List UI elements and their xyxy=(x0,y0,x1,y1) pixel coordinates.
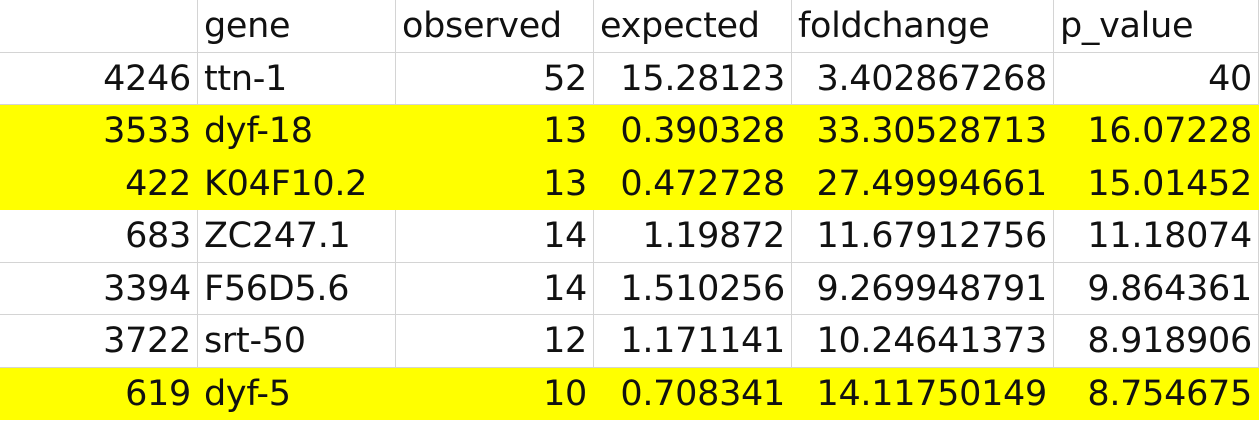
cell-gene[interactable]: srt-50 xyxy=(198,315,396,368)
cell-expected[interactable]: 15.28123 xyxy=(594,52,792,105)
header-cell-foldchange[interactable]: foldchange xyxy=(792,0,1054,53)
cell-expected[interactable]: 0.708341 xyxy=(594,367,792,420)
cell-expected[interactable]: 1.510256 xyxy=(594,262,792,315)
cell-gene[interactable]: K04F10.2 xyxy=(198,157,396,210)
header-cell-expected[interactable]: expected xyxy=(594,0,792,53)
cell-p-value[interactable]: 16.07228 xyxy=(1054,105,1259,158)
cell-foldchange[interactable]: 11.67912756 xyxy=(792,210,1054,263)
cell-index[interactable]: 4246 xyxy=(0,52,198,105)
header-cell-index[interactable] xyxy=(0,0,198,53)
cell-gene[interactable]: F56D5.6 xyxy=(198,262,396,315)
header-cell-p-value[interactable]: p_value xyxy=(1054,0,1259,53)
cell-p-value[interactable]: 9.864361 xyxy=(1054,262,1259,315)
cell-p-value[interactable]: 15.01452 xyxy=(1054,157,1259,210)
cell-observed[interactable]: 10 xyxy=(396,367,594,420)
cell-foldchange[interactable]: 27.49994661 xyxy=(792,157,1054,210)
cell-index[interactable]: 683 xyxy=(0,210,198,263)
cell-gene[interactable]: ttn-1 xyxy=(198,52,396,105)
header-cell-gene[interactable]: gene xyxy=(198,0,396,53)
cell-p-value[interactable]: 11.18074 xyxy=(1054,210,1259,263)
cell-gene[interactable]: dyf-5 xyxy=(198,367,396,420)
cell-gene[interactable]: dyf-18 xyxy=(198,105,396,158)
cell-observed[interactable]: 13 xyxy=(396,105,594,158)
cell-p-value[interactable]: 40 xyxy=(1054,52,1259,105)
cell-index[interactable]: 422 xyxy=(0,157,198,210)
cell-foldchange[interactable]: 33.30528713 xyxy=(792,105,1054,158)
cell-foldchange[interactable]: 3.402867268 xyxy=(792,52,1054,105)
cell-observed[interactable]: 13 xyxy=(396,157,594,210)
cell-expected[interactable]: 0.390328 xyxy=(594,105,792,158)
cell-observed[interactable]: 14 xyxy=(396,210,594,263)
header-cell-observed[interactable]: observed xyxy=(396,0,594,53)
cell-p-value[interactable]: 8.918906 xyxy=(1054,315,1259,368)
cell-foldchange[interactable]: 10.24641373 xyxy=(792,315,1054,368)
cell-expected[interactable]: 0.472728 xyxy=(594,157,792,210)
cell-foldchange[interactable]: 14.11750149 xyxy=(792,367,1054,420)
cell-observed[interactable]: 12 xyxy=(396,315,594,368)
cell-index[interactable]: 619 xyxy=(0,367,198,420)
cell-foldchange[interactable]: 9.269948791 xyxy=(792,262,1054,315)
cell-p-value[interactable]: 8.754675 xyxy=(1054,367,1259,420)
cell-index[interactable]: 3533 xyxy=(0,105,198,158)
cell-observed[interactable]: 14 xyxy=(396,262,594,315)
cell-expected[interactable]: 1.171141 xyxy=(594,315,792,368)
cell-expected[interactable]: 1.19872 xyxy=(594,210,792,263)
cell-index[interactable]: 3722 xyxy=(0,315,198,368)
cell-gene[interactable]: ZC247.1 xyxy=(198,210,396,263)
cell-index[interactable]: 3394 xyxy=(0,262,198,315)
cell-observed[interactable]: 52 xyxy=(396,52,594,105)
